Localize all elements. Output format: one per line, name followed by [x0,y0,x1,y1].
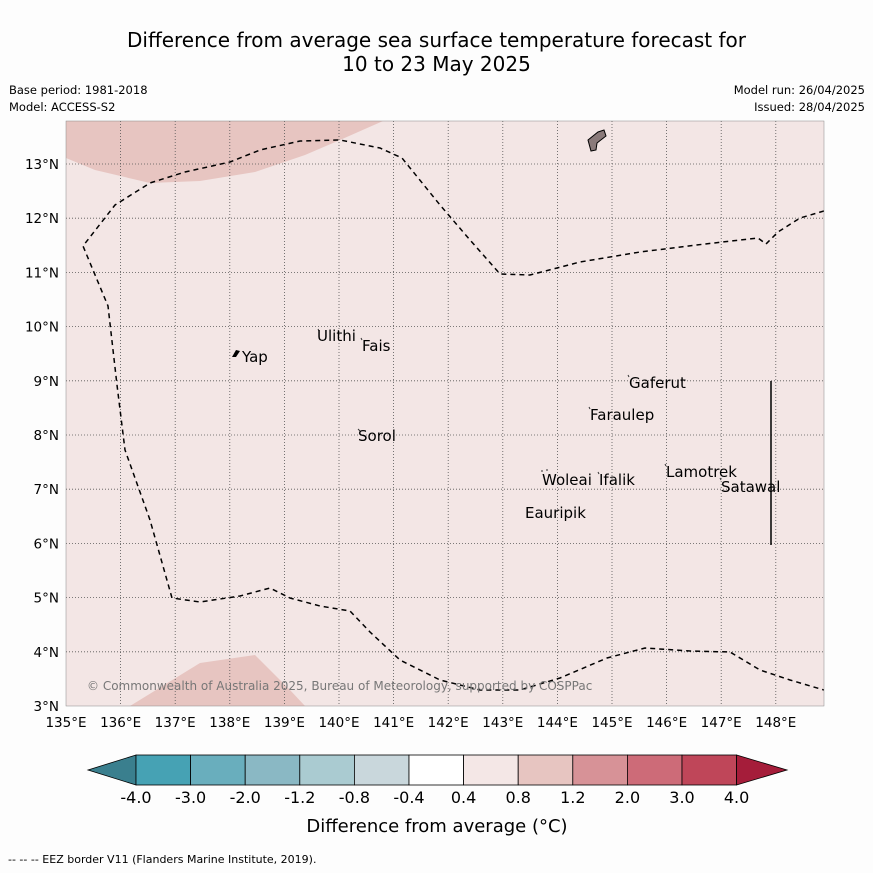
colorbar-tick-label: -0.4 [393,788,424,807]
colorbar-bin [299,754,355,786]
islet-satawal [719,477,722,481]
islet-ulithi [317,328,320,332]
colorbar-tick-label: 1.2 [560,788,585,807]
title-line-1: Difference from average sea surface temp… [126,28,746,52]
islet-sorol [357,428,361,432]
place-label-woleai: Woleai [542,471,592,489]
islet-lamotrek [664,463,667,467]
base-period: Base period: 1981-2018 [9,83,148,97]
colorbar-tick-label: 3.0 [669,788,694,807]
colorbar-bin [135,754,191,786]
colorbar-bin [627,754,683,786]
lat-tick-label: 9°N [34,374,59,390]
eez-legend: -- -- -- EEZ border V11 (Flanders Marine… [8,853,317,866]
place-label-ulithi: Ulithi [317,327,356,345]
place-label-faraulep: Faraulep [590,406,654,424]
lon-tick-label: 144°E [537,715,578,731]
place-label-fais: Fais [362,337,391,355]
lon-tick-label: 141°E [373,715,414,731]
lat-tick-label: 10°N [25,320,59,336]
lat-tick-label: 5°N [34,591,59,607]
lat-tick-label: 4°N [34,645,59,661]
islet-gaferut [627,374,630,378]
lon-tick-label: 145°E [591,715,632,731]
colorbar-label: Difference from average (°C) [306,816,567,837]
chart-title: Difference from average sea surface temp… [0,28,873,76]
yap-island [232,350,240,357]
map-frame [65,120,825,707]
issued-date: Issued: 28/04/2025 [754,100,865,114]
colorbar-tick-label: 0.4 [451,788,476,807]
lon-tick-label: 148°E [755,715,796,731]
place-label-lamotrek: Lamotrek [666,463,737,481]
anomaly-region-north [66,121,383,183]
colorbar-bin [681,754,737,786]
lat-tick-label: 6°N [34,536,59,552]
islet-fais [360,337,363,341]
colorbar-bin [353,754,410,786]
place-label-yap: Yap [241,348,268,366]
colorbar-bin [408,754,464,786]
lat-tick-label: 13°N [25,157,59,173]
place-label-sorol: Sorol [358,427,396,445]
lon-tick-label: 136°E [100,715,141,731]
colorbar-tick-label: -4.0 [120,788,151,807]
model-run: Model run: 26/04/2025 [733,83,865,97]
model-name: Model: ACCESS-S2 [9,100,116,114]
place-label-satawal: Satawal [721,478,780,496]
colorbar-tick-label: 0.8 [505,788,530,807]
copyright-notice: © Commonwealth of Australia 2025, Bureau… [87,679,592,693]
lat-tick-label: 11°N [25,265,59,281]
lon-tick-label: 146°E [646,715,687,731]
lon-tick-label: 139°E [264,715,305,731]
islet-faraulep [588,406,591,410]
lon-tick-label: 137°E [155,715,196,731]
place-label-gaferut: Gaferut [629,374,686,392]
colorbar-tick-label: 2.0 [615,788,640,807]
colorbar-bin [463,754,519,786]
islet-ifalik [597,471,600,475]
colorbar-tick-label: 4.0 [724,788,749,807]
lon-tick-label: 147°E [701,715,742,731]
place-label-ifalik: Ifalik [599,471,635,489]
lon-tick-label: 138°E [209,715,250,731]
title-line-2: 10 to 23 May 2025 [342,52,531,76]
anomaly-region-south [130,655,305,706]
place-label-eauripik: Eauripik [525,504,586,522]
colorbar-bin [190,754,246,786]
lon-tick-label: 140°E [318,715,359,731]
eez-border [82,139,824,691]
guam-island [587,129,607,152]
colorbar-tick-label: -2.0 [230,788,261,807]
lon-tick-label: 143°E [482,715,523,731]
colorbar-bin [244,754,301,786]
colorbar-tick-label: -3.0 [175,788,206,807]
colorbar-tick-label: -0.8 [339,788,370,807]
lon-tick-label: 135°E [45,715,86,731]
colorbar-bin [517,754,574,786]
lat-tick-label: 12°N [25,211,59,227]
colorbar-extend-high [736,754,789,786]
lon-tick-label: 142°E [428,715,469,731]
lat-tick-label: 7°N [34,482,59,498]
lat-tick-label: 3°N [34,699,59,715]
colorbar-bin [572,754,628,786]
colorbar-extend-low [86,754,137,786]
colorbar-tick-label: -1.2 [284,788,315,807]
lat-tick-label: 8°N [34,428,59,444]
